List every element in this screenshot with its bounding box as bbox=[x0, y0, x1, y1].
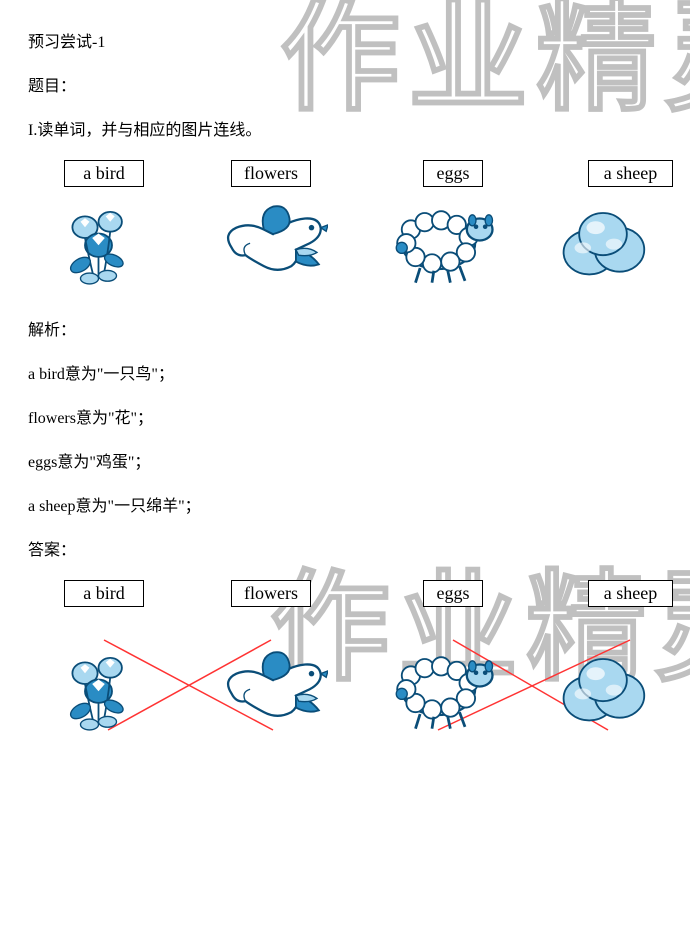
question-label: 题目： bbox=[28, 72, 662, 96]
word-slot: flowers bbox=[231, 160, 311, 187]
image-row-question bbox=[28, 202, 662, 292]
word-box: a bird bbox=[64, 580, 144, 607]
word-slot: flowers bbox=[231, 580, 311, 607]
word-box: a sheep bbox=[588, 160, 673, 187]
bird-icon bbox=[218, 202, 328, 279]
answer-label: 答案： bbox=[28, 536, 662, 560]
image-slot bbox=[218, 202, 328, 279]
image-slot bbox=[548, 202, 658, 279]
flowers-icon bbox=[58, 648, 148, 738]
analysis-label: 解析： bbox=[28, 316, 662, 340]
word-slot: a sheep bbox=[588, 160, 673, 187]
eggs-icon bbox=[548, 648, 658, 725]
eggs-icon bbox=[548, 202, 658, 279]
word-row-question: a birdflowerseggsa sheep bbox=[28, 160, 662, 188]
word-row-answer: a birdflowerseggsa sheep bbox=[28, 580, 662, 608]
word-box: a bird bbox=[64, 160, 144, 187]
word-slot: a bird bbox=[64, 580, 144, 607]
word-box: flowers bbox=[231, 160, 311, 187]
image-slot bbox=[58, 648, 148, 738]
image-row-answer bbox=[28, 648, 662, 738]
image-slot bbox=[388, 648, 498, 731]
image-slot bbox=[388, 202, 498, 285]
word-slot: eggs bbox=[423, 580, 483, 607]
analysis-line: a sheep意为"一只绵羊"； bbox=[28, 492, 662, 516]
image-slot bbox=[218, 648, 328, 725]
word-box: flowers bbox=[231, 580, 311, 607]
word-box: a sheep bbox=[588, 580, 673, 607]
sheep-icon bbox=[388, 648, 498, 731]
instruction: I.读单词，并与相应的图片连线。 bbox=[28, 116, 662, 140]
analysis-line: eggs意为"鸡蛋"； bbox=[28, 448, 662, 472]
analysis-line: flowers意为"花"； bbox=[28, 404, 662, 428]
bird-icon bbox=[218, 648, 328, 725]
image-slot bbox=[548, 648, 658, 725]
word-slot: a sheep bbox=[588, 580, 673, 607]
analysis-line: a bird意为"一只鸟"； bbox=[28, 360, 662, 384]
word-slot: a bird bbox=[64, 160, 144, 187]
word-box: eggs bbox=[423, 160, 483, 187]
word-box: eggs bbox=[423, 580, 483, 607]
title: 预习尝试-1 bbox=[28, 28, 662, 52]
sheep-icon bbox=[388, 202, 498, 285]
word-slot: eggs bbox=[423, 160, 483, 187]
answer-area: a birdflowerseggsa sheep bbox=[28, 580, 662, 738]
image-slot bbox=[58, 202, 148, 292]
document-content: 预习尝试-1 题目： I.读单词，并与相应的图片连线。 a bird flower… bbox=[0, 0, 690, 738]
flowers-icon bbox=[58, 202, 148, 292]
